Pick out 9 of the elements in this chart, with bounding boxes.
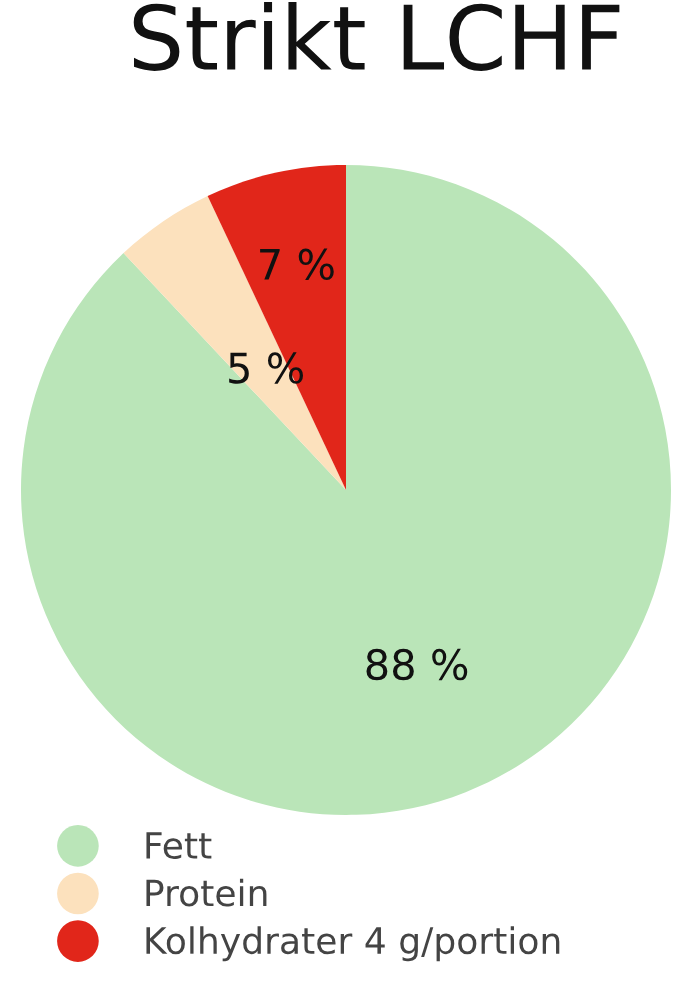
legend-label: Fett xyxy=(146,832,212,860)
chart-title: Strikt LCHF xyxy=(133,2,620,71)
data-label: 88 % xyxy=(366,648,468,681)
pie-slice xyxy=(207,165,346,490)
pie-slice xyxy=(123,195,346,490)
legend-label: Protein xyxy=(146,878,267,907)
data-label: 7 % xyxy=(260,248,334,281)
legend-label: Kolhydrater 4 g/portion xyxy=(146,926,560,962)
pie-slice xyxy=(21,165,671,815)
